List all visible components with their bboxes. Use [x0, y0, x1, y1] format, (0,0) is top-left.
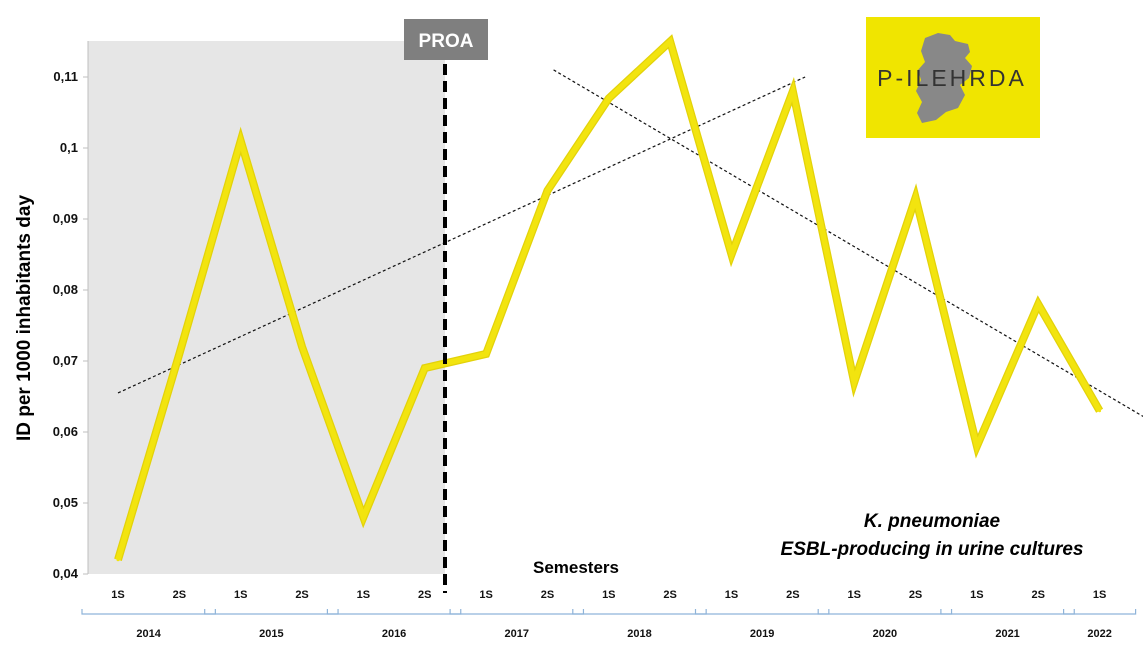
y-tick-label: 0,07: [53, 353, 78, 368]
data-point: [239, 139, 243, 143]
year-label: 2022: [1087, 628, 1111, 640]
x-axis-label: Semesters: [533, 558, 619, 577]
annotation-line-1: K. pneumoniae: [864, 511, 1001, 532]
x-tick-label: 2S: [786, 589, 799, 601]
data-point: [361, 515, 365, 519]
x-tick-label: 1S: [234, 589, 247, 601]
x-tick-label: 2S: [418, 589, 431, 601]
year-bracket: [204, 609, 339, 615]
year-label: 2015: [259, 628, 283, 640]
x-tick-label: 2S: [1032, 589, 1045, 601]
trend-line: [553, 69, 1143, 418]
data-point: [914, 196, 918, 200]
proa-label: PROA: [419, 31, 474, 52]
data-point: [607, 96, 611, 100]
data-point: [116, 558, 120, 562]
year-label: 2021: [995, 628, 1019, 640]
x-tick-label: 1S: [111, 589, 124, 601]
year-bracket: [940, 609, 1075, 615]
y-tick-label: 0,06: [53, 424, 78, 439]
pre-proa-shaded-region: [88, 41, 445, 574]
x-tick-label: 1S: [357, 589, 370, 601]
year-bracket: [817, 609, 953, 615]
x-tick-label: 1S: [1093, 589, 1106, 601]
data-series: [114, 34, 1104, 562]
y-tick-label: 0,04: [53, 566, 79, 581]
proa-label-box: [404, 19, 488, 60]
y-tick-label: 0,1: [60, 140, 78, 155]
logo-text: P-ILEHRDA: [877, 65, 1027, 91]
year-bracket: [449, 609, 585, 615]
y-axis-label: ID per 1000 inhabitants day: [14, 195, 35, 441]
data-point: [423, 366, 427, 370]
data-point: [1036, 302, 1040, 306]
x-tick-label: 2S: [173, 589, 186, 601]
y-tick-label: 0,08: [53, 282, 78, 297]
x-tick-label: 2S: [663, 589, 676, 601]
year-label: 2020: [873, 628, 897, 640]
annotation-line-2: ESBL-producing in urine cultures: [781, 539, 1084, 560]
data-point: [791, 89, 795, 93]
data-point: [300, 345, 304, 349]
x-tick-label: 2S: [909, 589, 922, 601]
year-label: 2017: [505, 628, 529, 640]
y-tick-label: 0,05: [53, 495, 78, 510]
data-point: [852, 380, 856, 384]
data-point: [1098, 409, 1102, 413]
map-icon: [916, 33, 972, 123]
x-axis-semester-labels: 1S 2S 1S 2S 1S 2S 1S 2S 1S 2S 1S 2S 1S 2S 1S 2S 1S: [111, 589, 1106, 601]
x-tick-label: 2S: [541, 589, 554, 601]
year-bracket: [81, 609, 216, 615]
x-tick-label: 1S: [725, 589, 738, 601]
year-bracket: [694, 609, 830, 615]
x-tick-label: 1S: [479, 589, 492, 601]
x-tick-label: 1S: [847, 589, 860, 601]
year-label: 2018: [627, 628, 651, 640]
x-axis-year-groups: 2014 2015 2016 2017 2018 2019 2020 2021 2022: [81, 609, 1137, 640]
data-point: [177, 352, 181, 356]
year-label: 2016: [382, 628, 406, 640]
year-bracket: [572, 609, 707, 615]
year-bracket: [326, 609, 462, 615]
data-point: [668, 40, 672, 43]
x-tick-label: 1S: [602, 589, 615, 601]
year-bracket: [1063, 609, 1137, 615]
data-point: [484, 352, 488, 356]
data-point: [545, 189, 549, 193]
logo: P-ILEHRDA: [866, 17, 1040, 138]
data-point: [975, 444, 979, 448]
x-tick-label: 1S: [970, 589, 983, 601]
year-label: 2014: [136, 628, 161, 640]
data-point: [730, 253, 733, 256]
y-tick-label: 0,09: [53, 211, 78, 226]
year-label: 2019: [750, 628, 774, 640]
trend-lines: [117, 69, 1143, 418]
y-axis-ticks: 0,04 0,05 0,06 0,07 0,08 0,09 0,1 0,11: [53, 69, 88, 581]
y-tick-label: 0,11: [53, 69, 78, 84]
x-tick-label: 2S: [295, 589, 308, 601]
